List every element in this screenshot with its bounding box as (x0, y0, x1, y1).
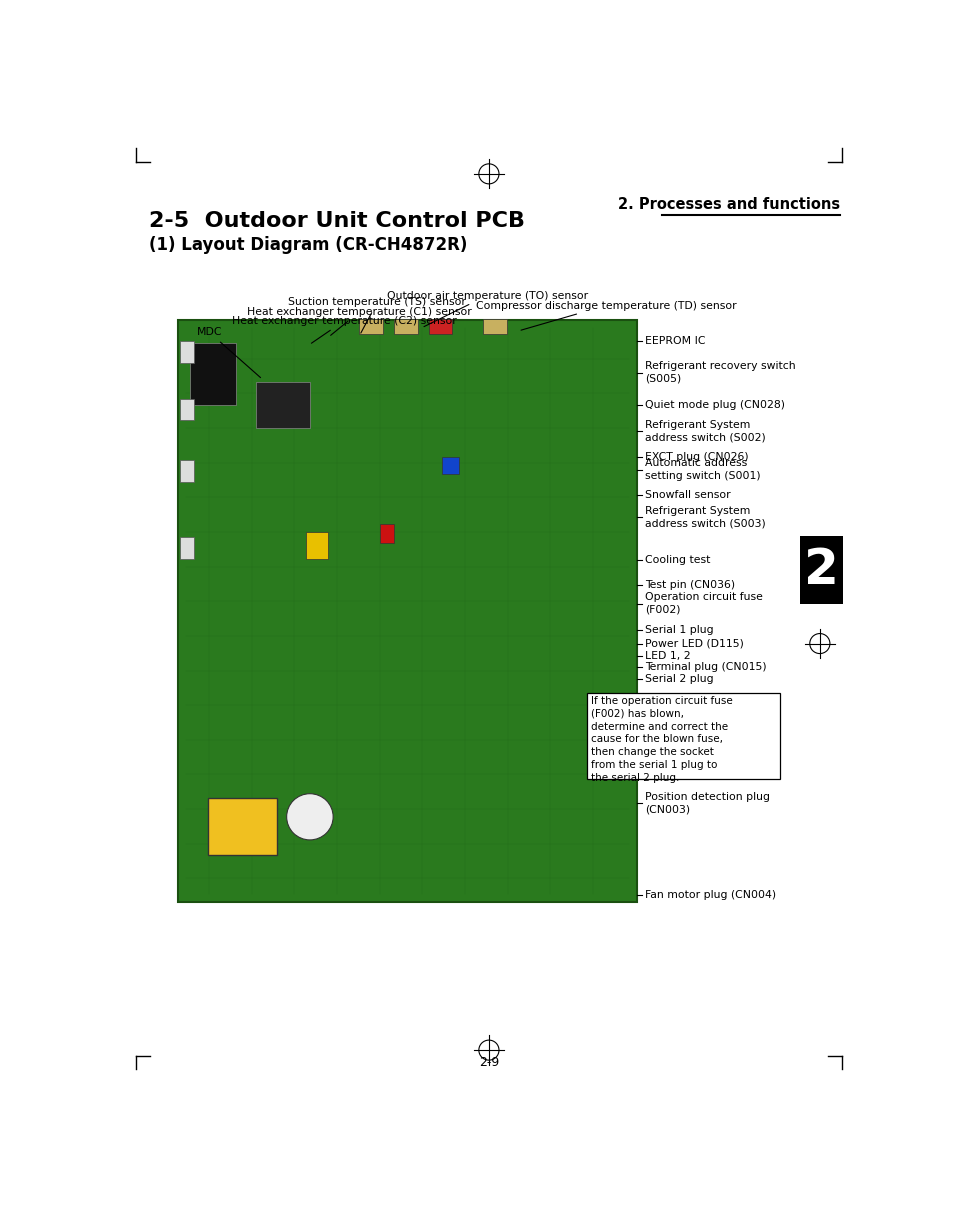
Text: 2-9: 2-9 (478, 1056, 498, 1069)
Bar (587, 693, 779, 780)
Text: Quiet mode plug (CN028): Quiet mode plug (CN028) (644, 400, 784, 410)
Text: Automatic address
setting switch (S001): Automatic address setting switch (S001) (644, 458, 760, 481)
Text: 2. Processes and functions: 2. Processes and functions (618, 198, 840, 212)
Bar (190, 343, 236, 405)
Bar (394, 318, 417, 334)
Bar (178, 321, 637, 901)
Bar (441, 457, 458, 474)
Text: (1) Layout Diagram (CR-CH4872R): (1) Layout Diagram (CR-CH4872R) (149, 236, 467, 254)
Text: Cooling test: Cooling test (644, 556, 709, 565)
Text: EXCT plug (CN026): EXCT plug (CN026) (644, 452, 747, 463)
Bar (429, 318, 452, 334)
Bar (208, 798, 277, 856)
Text: Serial 2 plug: Serial 2 plug (644, 674, 713, 684)
Bar (180, 341, 194, 363)
Text: 2-5  Outdoor Unit Control PCB: 2-5 Outdoor Unit Control PCB (149, 211, 524, 231)
Bar (799, 536, 842, 604)
Text: Serial 1 plug: Serial 1 plug (644, 624, 713, 635)
Text: Suction temperature (TS) sensor: Suction temperature (TS) sensor (288, 298, 466, 333)
Bar (379, 524, 394, 543)
Text: Outdoor air temperature (TO) sensor: Outdoor air temperature (TO) sensor (386, 290, 587, 327)
Text: Terminal plug (CN015): Terminal plug (CN015) (644, 662, 765, 671)
Bar (180, 399, 194, 421)
Text: Snowfall sensor: Snowfall sensor (644, 490, 730, 500)
Text: 2: 2 (803, 546, 838, 594)
Text: Refrigerant System
address switch (S002): Refrigerant System address switch (S002) (644, 419, 764, 442)
Text: Power LED (D115): Power LED (D115) (644, 639, 742, 648)
Text: Refrigerant System
address switch (S003): Refrigerant System address switch (S003) (644, 506, 764, 529)
Text: Compressor discharge temperature (TD) sensor: Compressor discharge temperature (TD) se… (476, 300, 736, 330)
Bar (180, 460, 194, 482)
Text: EEPROM IC: EEPROM IC (644, 336, 704, 346)
Text: Heat exchanger temperature (C2) sensor: Heat exchanger temperature (C2) sensor (232, 316, 456, 343)
Circle shape (286, 794, 333, 840)
Text: MDC: MDC (196, 328, 260, 377)
Text: Position detection plug
(CN003): Position detection plug (CN003) (644, 792, 769, 815)
Text: Refrigerant recovery switch
(S005): Refrigerant recovery switch (S005) (644, 362, 795, 383)
Text: LED 1, 2: LED 1, 2 (644, 651, 690, 660)
Text: Heat exchanger temperature (C1) sensor: Heat exchanger temperature (C1) sensor (247, 307, 472, 335)
Text: Fan motor plug (CN004): Fan motor plug (CN004) (644, 890, 775, 900)
Bar (255, 382, 310, 428)
Bar (483, 318, 506, 334)
Bar (359, 318, 382, 334)
Text: Test pin (CN036): Test pin (CN036) (644, 580, 734, 590)
Text: If the operation circuit fuse
(F002) has blown,
determine and correct the
cause : If the operation circuit fuse (F002) has… (591, 696, 732, 783)
Text: Operation circuit fuse
(F002): Operation circuit fuse (F002) (644, 593, 761, 615)
Bar (180, 537, 194, 559)
Bar (306, 531, 328, 559)
